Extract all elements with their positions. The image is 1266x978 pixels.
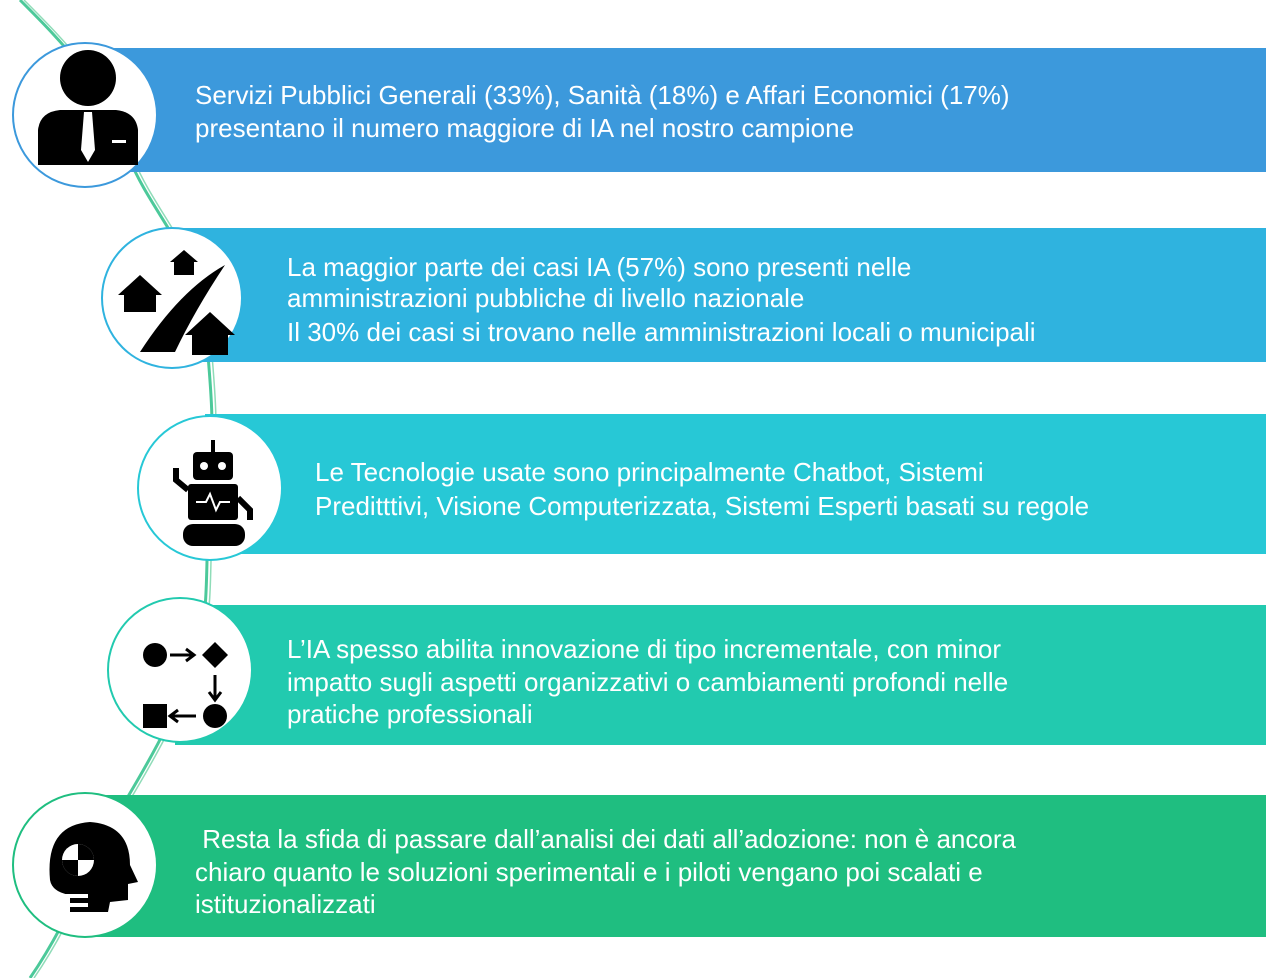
item-text: istituzionalizzati — [195, 889, 376, 919]
icon-head — [12, 792, 158, 938]
item-text: presentano il numero maggiore di IA nel … — [195, 113, 854, 143]
item-text: Preditttivi, Visione Computerizzata, Sis… — [315, 491, 1089, 521]
band — [175, 605, 1266, 745]
icon-person — [12, 42, 158, 188]
item-text: pratiche professionali — [287, 699, 533, 729]
item-text: impatto sugli aspetti organizzativi o ca… — [287, 667, 1008, 697]
icon-robot — [137, 415, 283, 561]
item-text: Il 30% dei casi si trovano nelle amminis… — [287, 317, 1036, 347]
item-text: Servizi Pubblici Generali (33%), Sanità … — [195, 80, 1010, 110]
item-text: amministrazioni pubbliche di livello naz… — [287, 283, 804, 313]
icon-flow — [107, 597, 253, 743]
item-text: chiaro quanto le soluzioni sperimentali … — [195, 857, 983, 887]
item-text: Resta la sfida di passare dall’analisi d… — [195, 824, 1016, 854]
band — [85, 48, 1266, 172]
band — [205, 414, 1266, 554]
icon-houses — [101, 227, 243, 369]
item-text: Le Tecnologie usate sono principalmente … — [315, 457, 984, 487]
band — [90, 795, 1266, 937]
item-text: L’IA spesso abilita innovazione di tipo … — [287, 634, 1001, 664]
item-text: La maggior parte dei casi IA (57%) sono … — [287, 252, 911, 282]
band — [170, 228, 1266, 362]
